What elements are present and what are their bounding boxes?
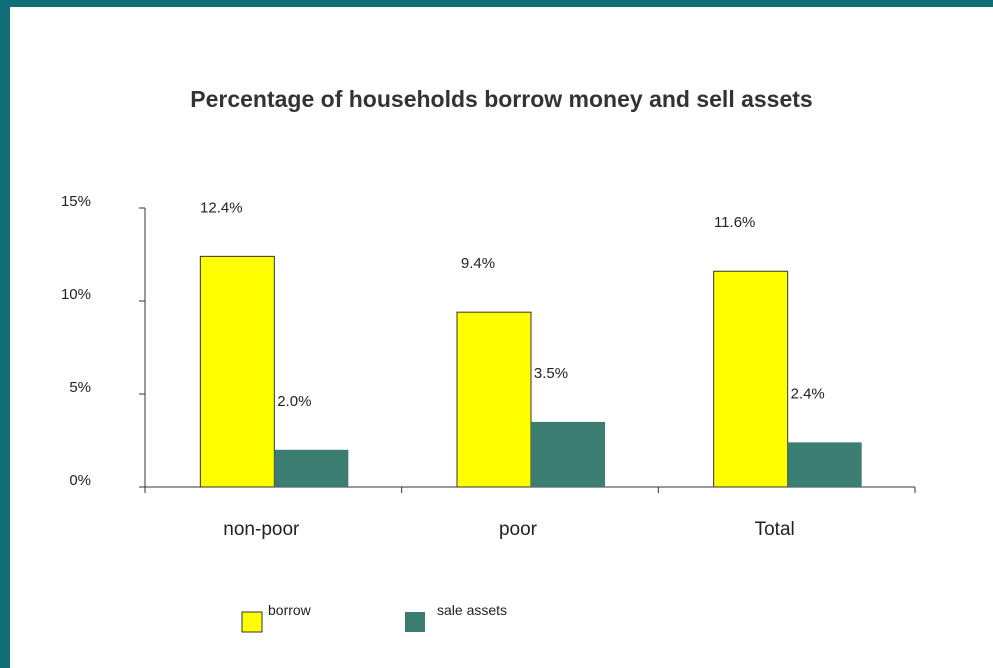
chart-title: Percentage of households borrow money an… bbox=[190, 86, 813, 112]
legend-label: sale assets bbox=[437, 602, 507, 618]
y-tick-label: 0% bbox=[69, 472, 91, 489]
bar-borrow-poor bbox=[456, 311, 532, 488]
data-label: 9.4% bbox=[461, 255, 495, 272]
data-label: 3.5% bbox=[534, 365, 568, 382]
bar-borrow-non-poor bbox=[199, 255, 275, 488]
legend-swatch-borrow bbox=[241, 611, 263, 633]
legend-label: borrow bbox=[268, 602, 312, 618]
x-tick-label: poor bbox=[499, 519, 538, 540]
bar-sale-assets-non-poor bbox=[274, 449, 349, 487]
x-tick-label: non-poor bbox=[223, 519, 300, 540]
bar-chart: 0% 5% 10% 15% 12.4% 2.0% non-poor 9.4% 3.5% poor 1… bbox=[61, 193, 916, 633]
y-tick-label: 5% bbox=[69, 379, 91, 396]
bar-sale-assets-total bbox=[787, 442, 862, 487]
bar-borrow-total bbox=[713, 270, 789, 488]
x-tick-label: Total bbox=[755, 519, 795, 540]
data-label: 11.6% bbox=[714, 214, 755, 231]
y-tick-label: 15% bbox=[61, 193, 91, 210]
data-label: 2.0% bbox=[277, 393, 311, 410]
chart-slide: Percentage of households borrow money an… bbox=[10, 7, 993, 668]
bar-sale-assets-poor bbox=[531, 421, 605, 487]
data-label: 2.4% bbox=[791, 385, 825, 402]
legend-swatch-sale-assets bbox=[405, 612, 425, 632]
y-tick-label: 10% bbox=[61, 286, 91, 303]
data-label: 12.4% bbox=[200, 199, 243, 216]
